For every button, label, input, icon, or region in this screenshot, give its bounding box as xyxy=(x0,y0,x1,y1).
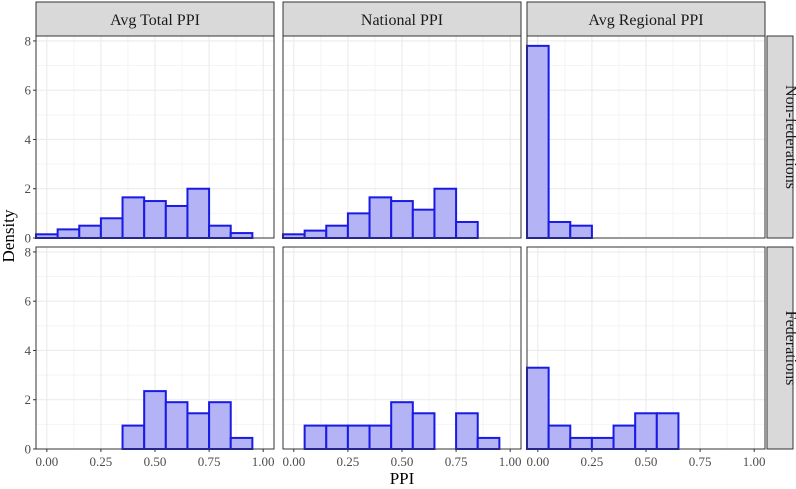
histogram-bar xyxy=(208,224,232,239)
y-tick-label: 8 xyxy=(25,244,32,259)
x-tick-label: 0.50 xyxy=(391,454,414,469)
strip-non-federations xyxy=(766,35,794,239)
column-strips: Avg Total PPI National PPI Avg Regional PP… xyxy=(35,1,766,37)
x-tick-label: 0.25 xyxy=(337,454,360,469)
histogram-bar xyxy=(368,424,393,451)
histogram-bar xyxy=(164,401,189,451)
x-tick-label: 0.50 xyxy=(144,454,167,469)
histogram-bar xyxy=(143,200,167,239)
strip-avg-regional-ppi xyxy=(526,1,766,37)
y-tick-label: 6 xyxy=(25,83,32,98)
x-tick-label: 0.25 xyxy=(90,454,113,469)
strip-federations xyxy=(766,246,794,450)
histogram-bar xyxy=(164,204,189,240)
histogram-bar xyxy=(455,220,479,240)
x-tick-label: 1.00 xyxy=(743,454,766,469)
histogram-bar xyxy=(390,401,414,451)
y-tick-label: 6 xyxy=(25,294,32,309)
panel-non-federations-national-ppi xyxy=(282,35,522,240)
strip-label-avg-total-ppi: Avg Total PPI xyxy=(110,12,200,29)
histogram-bar xyxy=(411,208,436,239)
panel-federations-avg-regional-ppi xyxy=(526,246,766,451)
histogram-bar xyxy=(99,217,124,239)
strip-national-ppi xyxy=(282,1,522,37)
histogram-bar xyxy=(325,224,349,239)
y-tick-label: 4 xyxy=(25,132,32,147)
histogram-bar xyxy=(229,436,254,451)
x-tick-label: 0.75 xyxy=(445,454,468,469)
histogram-bar xyxy=(569,224,593,239)
histogram-bar xyxy=(303,424,328,451)
panel-non-federations-avg-total-ppi xyxy=(35,35,275,240)
histogram-bar xyxy=(612,424,637,451)
histogram-bar xyxy=(78,224,102,239)
histogram-bar xyxy=(186,187,211,239)
histogram-bar xyxy=(56,228,81,240)
histogram-bar xyxy=(346,212,371,240)
histogram-bar xyxy=(547,220,572,240)
histogram-bar xyxy=(411,412,436,450)
histogram-bar xyxy=(229,232,254,239)
x-axis-title: PPI xyxy=(390,469,415,488)
y-tick-label: 0 xyxy=(25,231,32,246)
histogram-bar xyxy=(655,412,680,450)
histogram-bar xyxy=(547,424,572,451)
x-tick-label: 0.75 xyxy=(198,454,221,469)
histogram-bar xyxy=(35,233,59,239)
strip-label-non-federations: Non-federations xyxy=(782,85,796,189)
x-tick-label: 0.50 xyxy=(635,454,658,469)
y-axis-title: Density xyxy=(0,209,18,262)
panel-federations-avg-total-ppi xyxy=(35,246,275,451)
y-tick-label: 4 xyxy=(25,343,32,358)
histogram-bar xyxy=(455,412,479,450)
strip-label-national-ppi: National PPI xyxy=(361,12,443,29)
histogram-bar xyxy=(121,196,146,239)
histogram-bar xyxy=(526,366,550,450)
panel-border xyxy=(35,35,275,239)
y-tick-label: 8 xyxy=(25,33,32,48)
x-tick-label: 0.75 xyxy=(689,454,712,469)
histogram-bar xyxy=(390,200,414,239)
panel-federations-national-ppi xyxy=(282,246,522,451)
x-axis: 0.00 0.25 0.50 0.75 1.00 0.00 0.25 0.50 0.75 1.00… xyxy=(35,449,766,469)
y-tick-label: 2 xyxy=(25,392,32,407)
histogram-bar xyxy=(476,436,501,451)
panel-non-federations-avg-regional-ppi xyxy=(526,35,766,240)
strip-label-federations: Federations xyxy=(782,311,796,386)
x-tick-label: 0.00 xyxy=(35,454,58,469)
panel-border xyxy=(282,35,522,239)
histogram-bar xyxy=(208,401,232,451)
histogram-bar xyxy=(526,44,550,240)
histogram-bar xyxy=(186,412,211,450)
panels xyxy=(35,35,766,451)
row-strips: Non-federations Federations xyxy=(766,35,796,450)
histogram-bar xyxy=(303,229,328,240)
x-tick-label: 0.00 xyxy=(526,454,549,469)
histogram-bar xyxy=(368,196,393,239)
histogram-bar xyxy=(590,436,615,451)
x-tick-label: 0.00 xyxy=(282,454,305,469)
strip-avg-total-ppi xyxy=(35,1,275,37)
y-tick-label: 2 xyxy=(25,181,32,196)
histogram-bar xyxy=(143,390,167,450)
strip-label-avg-regional-ppi: Avg Regional PPI xyxy=(588,12,703,29)
y-tick-label: 0 xyxy=(25,442,32,457)
histogram-bar xyxy=(569,436,593,451)
histogram-bar xyxy=(346,424,371,451)
histogram-bar xyxy=(325,424,349,451)
histogram-bar xyxy=(433,187,458,239)
x-tick-label: 0.25 xyxy=(581,454,604,469)
histogram-bar xyxy=(634,412,658,450)
x-tick-label: 1.00 xyxy=(499,454,522,469)
x-tick-label: 1.00 xyxy=(252,454,275,469)
histogram-bar xyxy=(121,424,146,451)
histogram-bar xyxy=(282,233,306,239)
panel-border xyxy=(526,35,766,239)
